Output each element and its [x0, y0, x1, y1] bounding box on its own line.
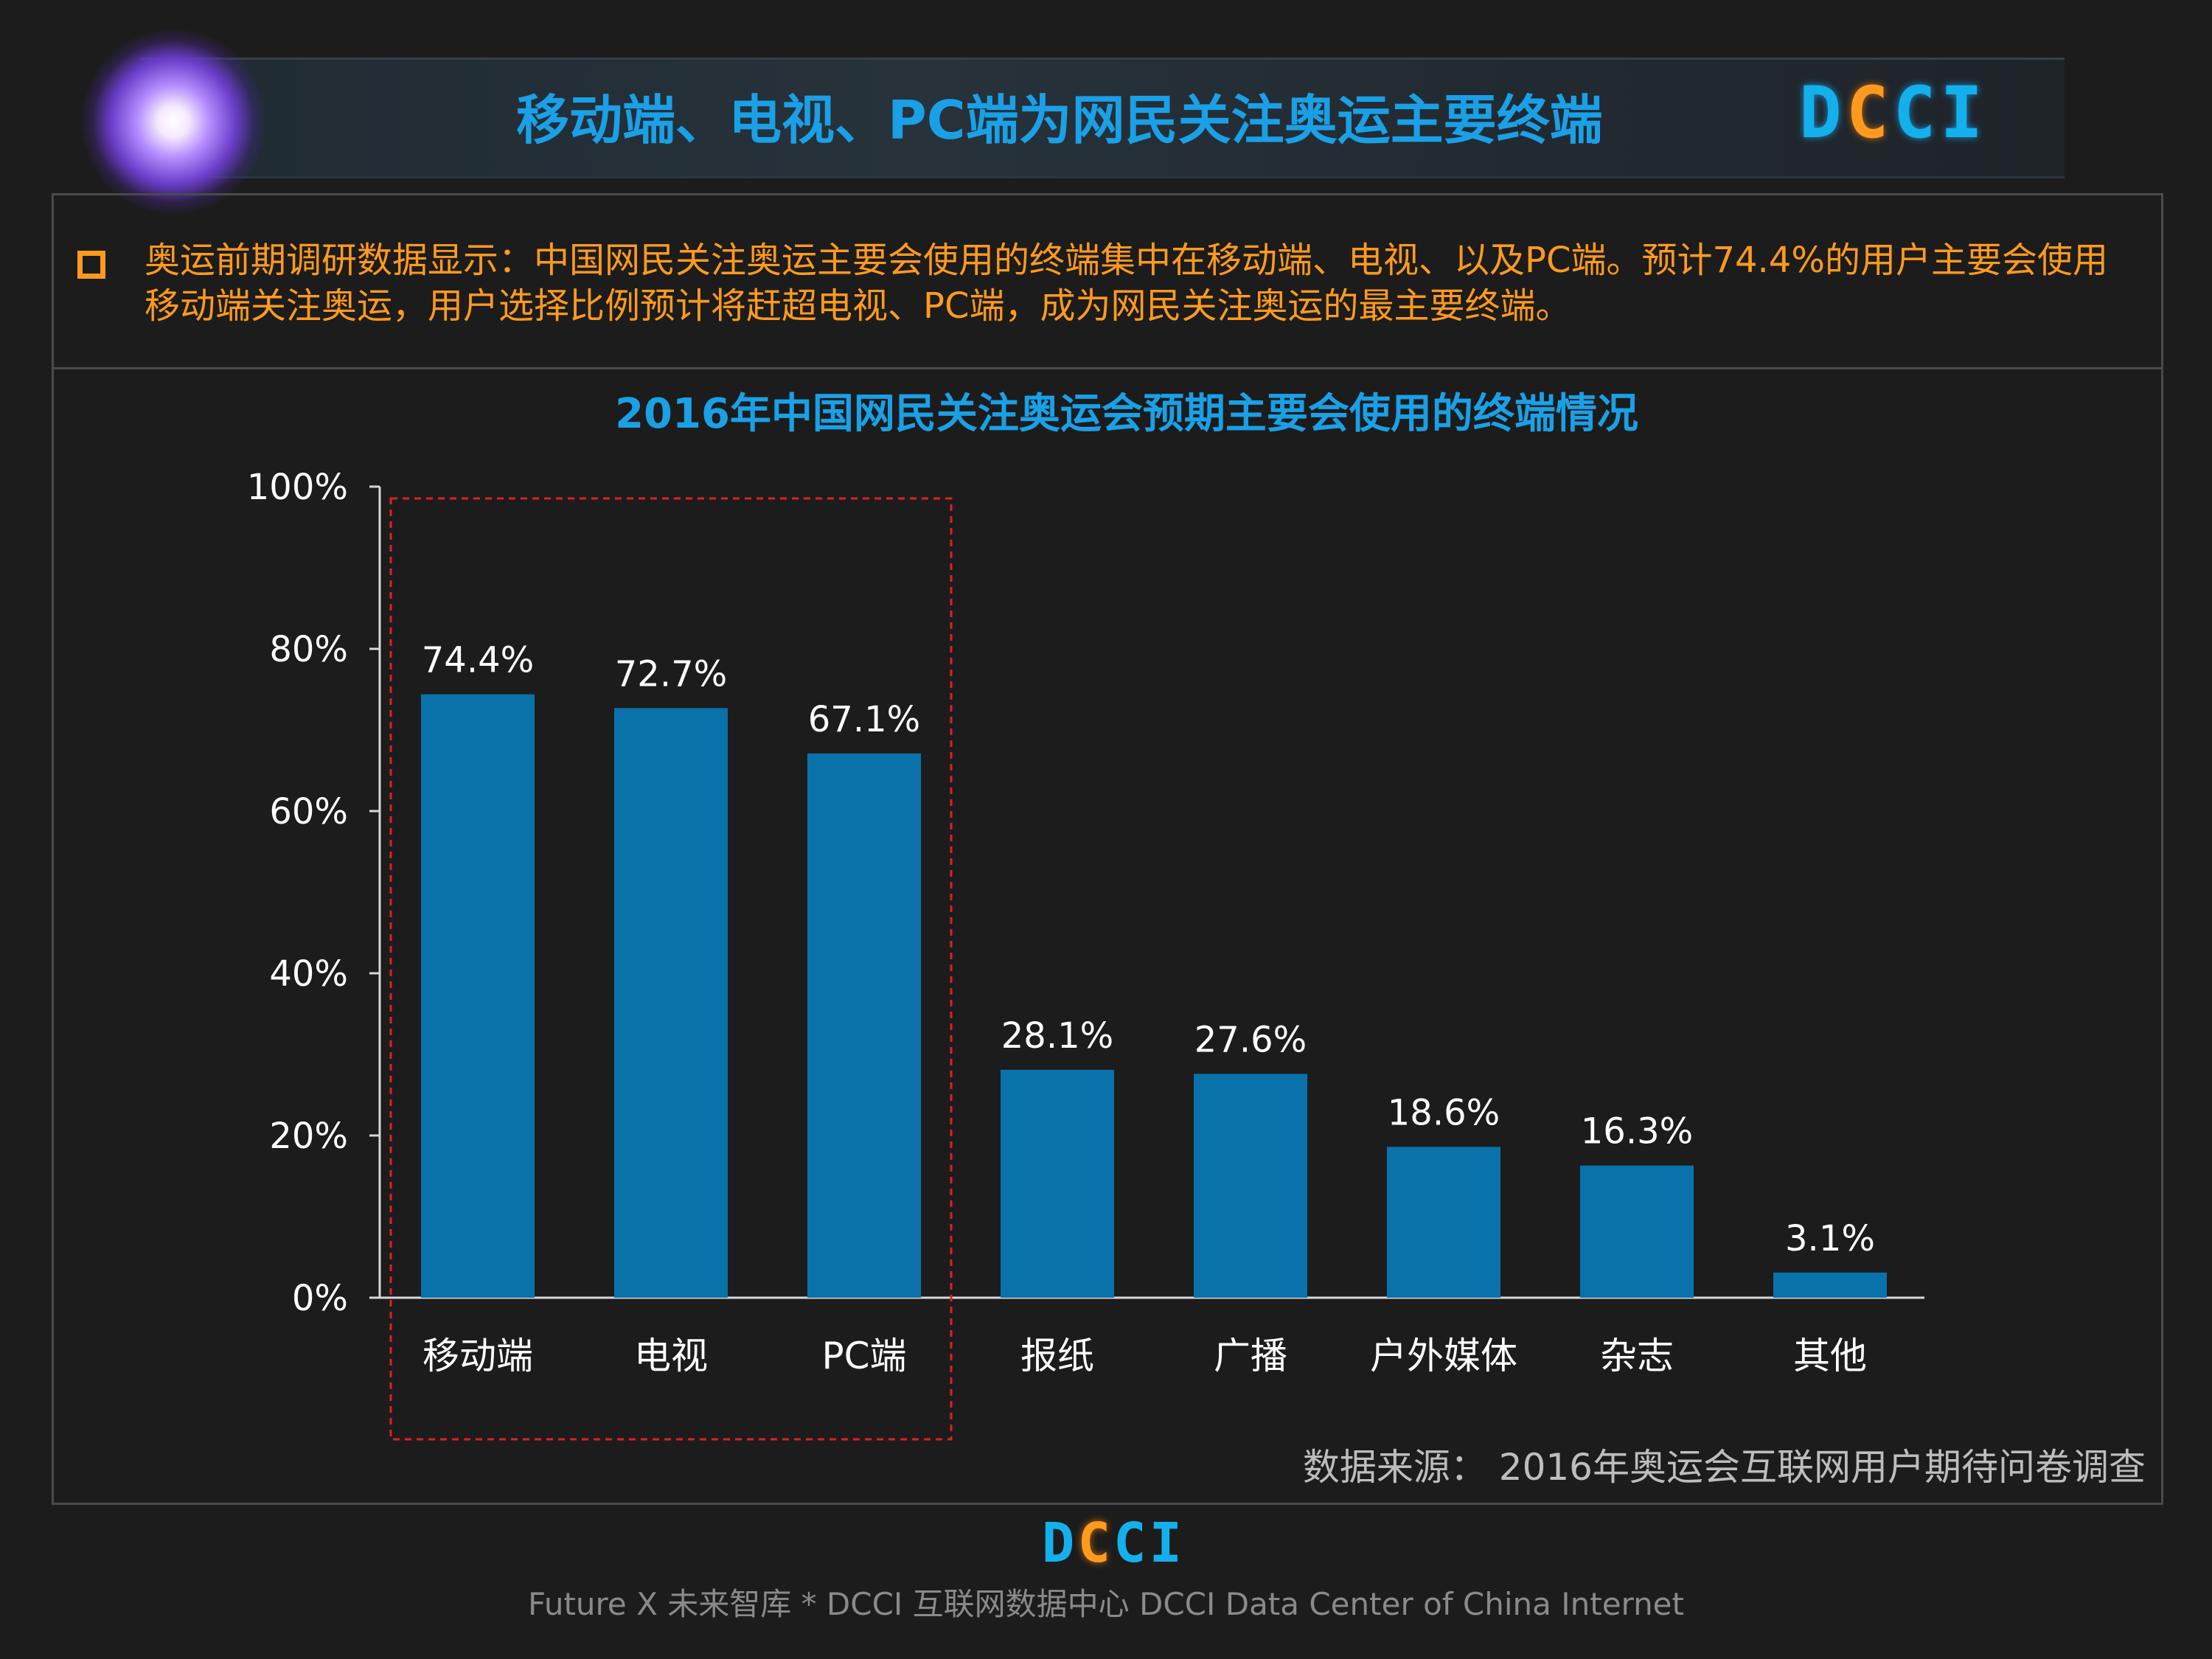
data-label: 72.7% [615, 653, 727, 695]
dcci-footer-logo: DCCI [1041, 1512, 1186, 1575]
category-label: 广播 [1214, 1335, 1287, 1377]
category-label: 其他 [1793, 1335, 1867, 1377]
bar [807, 753, 921, 1298]
dcci-logo: DCCI [1799, 72, 1988, 154]
bar [1001, 1069, 1114, 1298]
y-tick-label: 80% [269, 629, 348, 670]
bar [614, 708, 728, 1298]
data-label: 3.1% [1785, 1218, 1875, 1259]
content-panel [52, 193, 2163, 1505]
chart-title: 2016年中国网民关注奥运会预期主要会使用的终端情况 [615, 390, 1638, 438]
bar [1387, 1147, 1500, 1298]
data-label: 67.1% [808, 699, 920, 740]
data-source: 数据来源： 2016年奥运会互联网用户期待问卷调查 [1302, 1446, 2146, 1489]
y-tick-label: 0% [292, 1278, 348, 1319]
page-title: 移动端、电视、PC端为网民关注奥运主要终端 [516, 89, 1603, 151]
data-label: 74.4% [422, 640, 534, 681]
category-label: 报纸 [1020, 1335, 1094, 1377]
y-tick-label: 20% [269, 1116, 348, 1157]
bar [1773, 1272, 1887, 1298]
title-bar [140, 58, 2065, 178]
category-label: 电视 [634, 1335, 708, 1377]
bar [1194, 1074, 1307, 1298]
data-label: 18.6% [1388, 1092, 1500, 1133]
y-tick-label: 100% [247, 467, 348, 508]
category-label: 杂志 [1600, 1335, 1674, 1377]
footer-text: Future X 未来智库 * DCCI 互联网数据中心 DCCI Data C… [527, 1586, 1684, 1622]
y-tick-label: 40% [269, 953, 348, 995]
category-label: PC端 [821, 1335, 906, 1377]
panel-divider [52, 367, 2163, 369]
data-label: 27.6% [1194, 1019, 1307, 1060]
starburst-logo-icon [81, 29, 265, 214]
summary-text: 奥运前期调研数据显示：中国网民关注奥运主要会使用的终端集中在移动端、电视、以及P… [145, 240, 2108, 327]
data-label: 28.1% [1001, 1015, 1113, 1057]
bar [421, 694, 535, 1298]
category-label: 移动端 [422, 1335, 533, 1377]
data-label: 16.3% [1581, 1111, 1693, 1152]
square-bullet-icon [77, 251, 105, 279]
y-tick-label: 60% [269, 791, 348, 832]
highlight-box [389, 497, 953, 1441]
category-label: 户外媒体 [1370, 1335, 1517, 1377]
bar [1580, 1165, 1694, 1298]
